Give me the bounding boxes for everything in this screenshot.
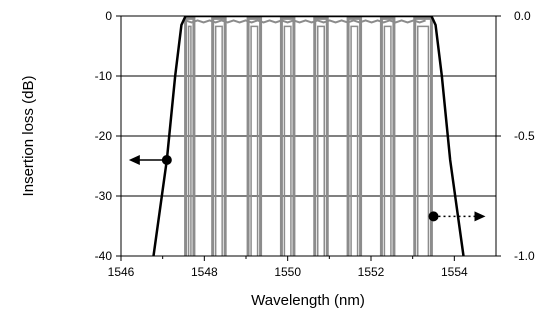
comb-passband [413, 16, 433, 256]
comb-passband-inner [417, 25, 430, 256]
comb-passband [379, 16, 396, 256]
y-tick-label: -40 [95, 249, 113, 263]
x-tick-label: 1550 [274, 265, 301, 279]
x-tick-label: 1554 [441, 265, 468, 279]
comb-passband-inner [250, 25, 259, 256]
y2-tick-label: 0.0 [514, 9, 531, 23]
comb-passband [246, 16, 263, 256]
comb-passband-inner [383, 25, 392, 256]
comb-passband [211, 16, 227, 256]
x-tick-label: 1548 [191, 265, 218, 279]
axis-arrows [128, 155, 486, 222]
comb-series [184, 16, 433, 256]
comb-passband [279, 16, 296, 256]
envelope-line [152, 16, 465, 256]
axis-ticks: 0 -10 -20 -30 -40 0.0 -0.5 -1.0 1546 1548 1550 1552… [95, 9, 535, 279]
comb-passband-inner [214, 25, 223, 256]
y2-tick-label: -0.5 [514, 129, 535, 143]
y-tick-label: -20 [95, 129, 113, 143]
comb-passband-inner [283, 25, 292, 256]
comb-passband-inner [187, 25, 192, 256]
comb-passband [346, 16, 363, 256]
comb-passband [313, 16, 329, 256]
comb-passband [184, 16, 196, 256]
y2-tick-label: -1.0 [514, 249, 535, 263]
y-axis-label: Insertion loss (dB) [20, 76, 37, 197]
comb-ripple [185, 19, 426, 24]
x-tick-label: 1552 [358, 265, 385, 279]
comb-passband-inner [350, 25, 359, 256]
y-tick-label: 0 [105, 9, 112, 23]
x-tick-label: 1546 [108, 265, 135, 279]
x-axis-label: Wavelength (nm) [251, 292, 365, 309]
comb-passband-inner [317, 25, 325, 256]
y-tick-label: -30 [95, 189, 113, 203]
y-tick-label: -10 [95, 69, 113, 83]
arrow-head [474, 211, 486, 222]
gridlines [121, 75, 496, 197]
envelope-series [152, 16, 465, 256]
arrow-head [128, 155, 140, 165]
